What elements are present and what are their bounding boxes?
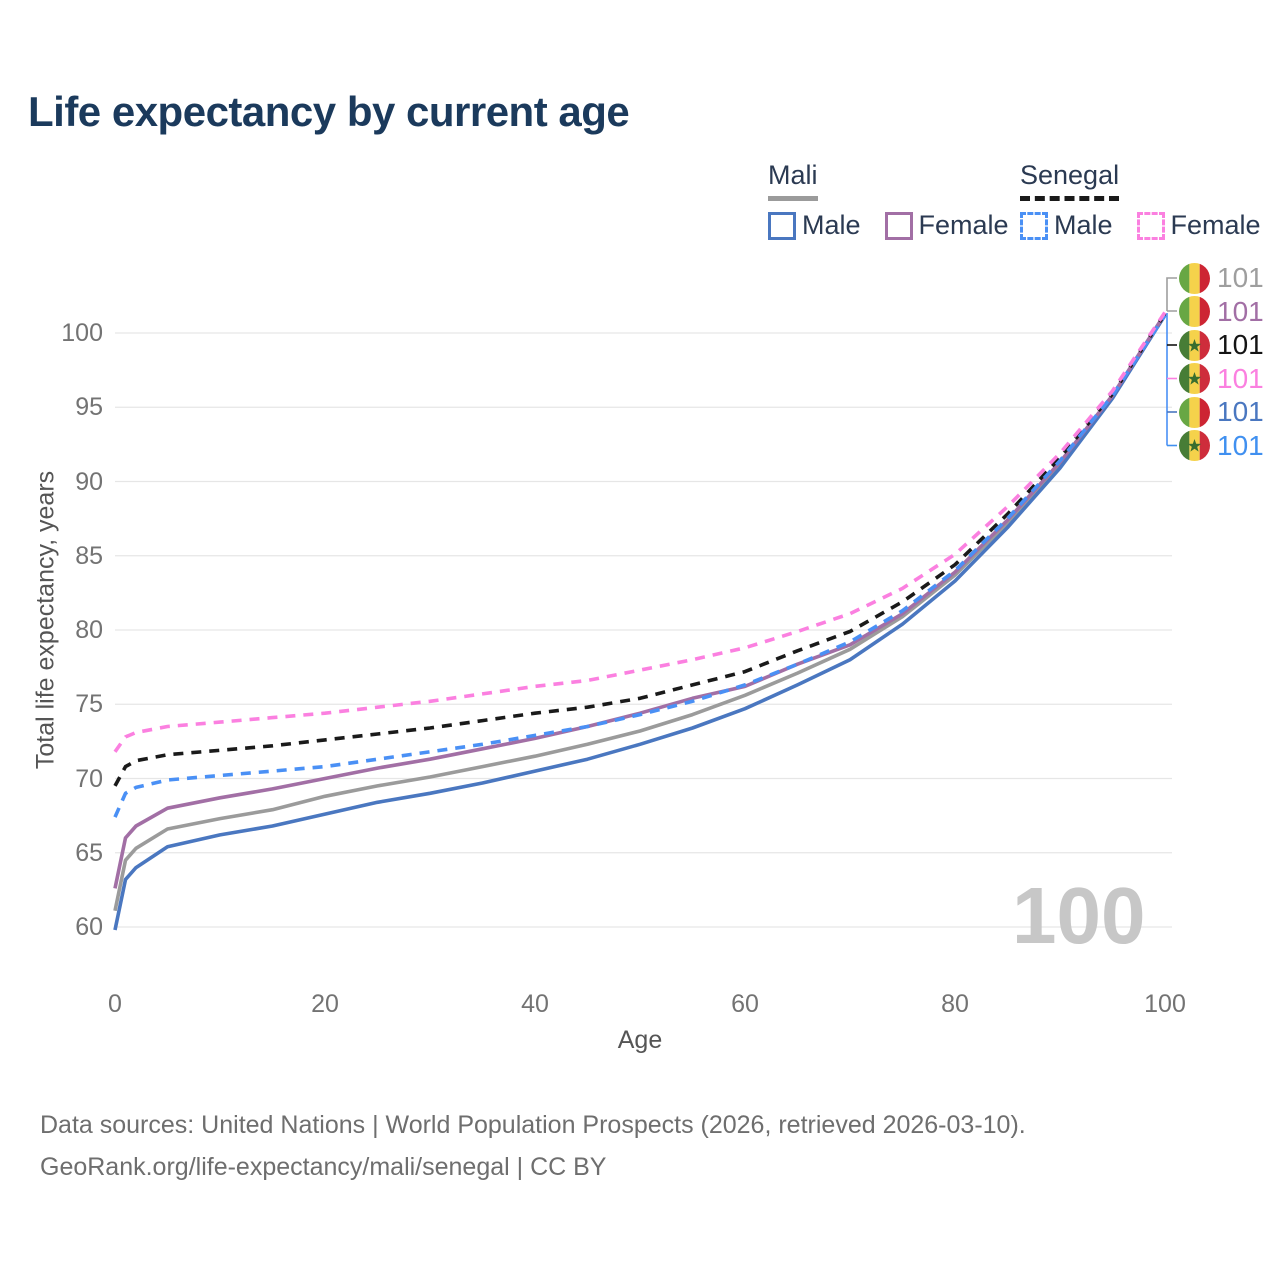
- mali-flag-icon: [1179, 296, 1210, 327]
- y-tick-label: 80: [75, 616, 103, 644]
- y-tick-label: 70: [75, 764, 103, 793]
- footer-attribution: GeoRank.org/life-expectancy/mali/senegal…: [40, 1153, 607, 1181]
- legend-group-mali: Mali Male Female: [768, 160, 1009, 241]
- legend-item-senegal-female: Female: [1136, 210, 1261, 241]
- x-tick-label: 20: [311, 990, 339, 1018]
- end-label-row-mali: 101: [1179, 261, 1264, 295]
- series-line-senegal[interactable]: [113, 312, 1167, 787]
- end-label-row-mali-male: 101: [1179, 395, 1264, 429]
- legend-group-senegal-title: Senegal: [1020, 160, 1120, 201]
- end-label-value: 101: [1217, 396, 1264, 427]
- y-tick-label: 60: [75, 913, 103, 941]
- x-tick-label: 80: [941, 990, 969, 1018]
- x-axis-title: Age: [617, 1026, 663, 1054]
- legend-item-senegal-male: Male: [1020, 210, 1113, 241]
- y-tick-label: 85: [75, 541, 103, 570]
- page-title: Life expectancy by current age: [28, 88, 630, 135]
- senegal-flag-icon: [1179, 363, 1210, 394]
- senegal-female-swatch-icon: [1136, 211, 1165, 240]
- x-tick-label: 40: [521, 990, 549, 1018]
- end-label-row-senegal: 101: [1179, 328, 1264, 362]
- legend-item-label: Female: [918, 210, 1009, 240]
- y-tick-label: 65: [75, 838, 103, 867]
- senegal-male-swatch-icon: [1020, 211, 1048, 240]
- y-tick-label: 95: [75, 393, 103, 422]
- legend-item-mali-male: Male: [768, 210, 861, 241]
- legend-group-mali-title: Mali: [768, 160, 818, 201]
- series-line-senegal-female[interactable]: [113, 311, 1167, 753]
- end-label-value: 101: [1217, 295, 1264, 327]
- mali-male-swatch-icon: [768, 211, 796, 240]
- series-line-senegal-male[interactable]: [113, 314, 1167, 818]
- end-label-row-mali-female: 101: [1179, 295, 1264, 329]
- x-tick-label: 60: [731, 990, 759, 1018]
- y-tick-label: 90: [75, 467, 103, 496]
- legend-item-mali-female: Female: [884, 210, 1009, 241]
- legend-item-label: Male: [1054, 210, 1113, 240]
- end-label-value: 101: [1217, 362, 1264, 394]
- senegal-flag-icon: [1179, 430, 1210, 461]
- y-tick-label: 100: [61, 319, 103, 347]
- age-counter-watermark: 100: [1012, 871, 1146, 960]
- mali-flag-icon: [1179, 396, 1210, 428]
- footer: Data sources: United Nations | World Pop…: [40, 1104, 1026, 1188]
- end-label-row-senegal-male: 101: [1179, 429, 1264, 463]
- end-label-value: 101: [1217, 329, 1264, 360]
- label-connector-top: [1166, 277, 1177, 312]
- legend-item-label: Male: [802, 210, 861, 240]
- end-label-row-senegal-female: 101: [1179, 362, 1264, 396]
- senegal-flag-icon: [1179, 329, 1210, 361]
- series-line-mali[interactable]: [113, 314, 1167, 912]
- end-label-value: 101: [1217, 429, 1264, 461]
- y-tick-label: 75: [75, 690, 103, 719]
- x-tick-label: 100: [1144, 990, 1186, 1018]
- mali-flag-icon: [1179, 262, 1210, 294]
- series-line-mali-male[interactable]: [113, 314, 1167, 931]
- x-tick-label: 0: [108, 990, 122, 1018]
- legend-group-senegal: Senegal Male Female: [1020, 160, 1261, 241]
- mali-female-swatch-icon: [884, 211, 913, 240]
- series-line-mali-female[interactable]: [113, 312, 1167, 889]
- legend-item-label: Female: [1170, 210, 1261, 240]
- end-label-value: 101: [1217, 262, 1264, 293]
- footer-data-sources: Data sources: United Nations | World Pop…: [40, 1111, 1026, 1139]
